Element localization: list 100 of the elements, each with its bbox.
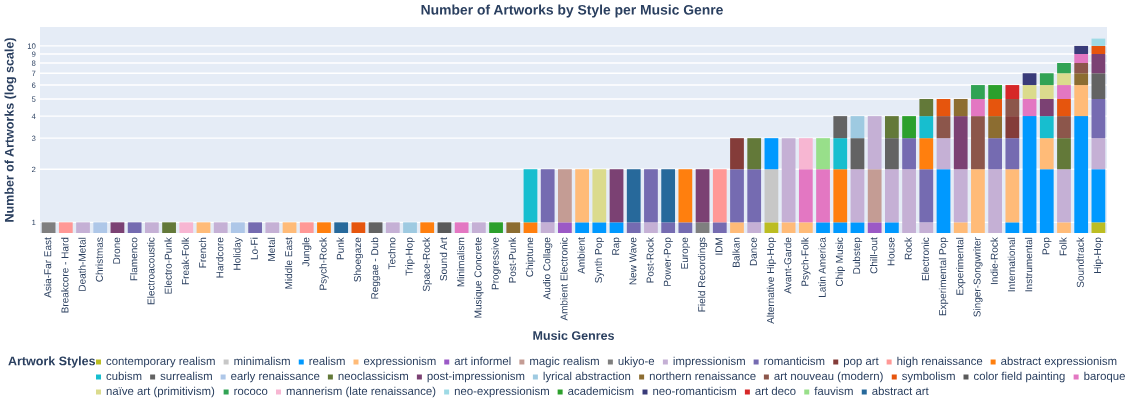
bar: [1074, 73, 1089, 86]
bar: [1074, 45, 1089, 54]
bar: [1091, 99, 1106, 139]
bar: [1091, 138, 1106, 170]
bar: [1039, 73, 1054, 86]
bar: [506, 222, 521, 233]
bar: [971, 85, 985, 100]
bar: [695, 169, 710, 223]
x-tick-label: Latin America: [818, 237, 826, 297]
bar: [833, 222, 848, 233]
legend-label: lyrical abstraction: [543, 371, 631, 383]
bar: [144, 222, 159, 233]
bar: [127, 222, 142, 233]
legend-label: neoclassicism: [338, 371, 409, 381]
x-tick-label: IDM: [715, 237, 723, 255]
bar: [850, 169, 865, 223]
bar: [1057, 63, 1071, 74]
bar: [575, 169, 589, 223]
bar: [678, 222, 693, 233]
legend-label: northern renaissance: [649, 371, 756, 381]
bar: [403, 222, 417, 233]
bar: [317, 222, 331, 233]
bar: [592, 169, 607, 223]
chart-title: Number of Artworks by Style per Music Genre: [421, 4, 723, 18]
legend-label: naïve art (primitivism): [106, 386, 215, 398]
bar: [644, 222, 658, 233]
legend-label: romanticism: [764, 356, 825, 366]
bar: [1022, 85, 1037, 100]
x-tick-label: Dubstep: [852, 237, 863, 274]
bar: [575, 222, 589, 233]
bar: [385, 222, 400, 233]
x-tick-label: Alternative Hip-Hop: [766, 237, 777, 324]
bar: [1091, 73, 1106, 100]
bar: [798, 169, 813, 223]
x-tick-label: Experimental: [956, 237, 966, 295]
x-tick-label: Field Recordings: [697, 237, 708, 312]
x-tick-label: Hardcore: [216, 237, 224, 278]
bar: [231, 222, 245, 233]
bar: [678, 169, 693, 223]
bar: [523, 169, 538, 223]
bar: [885, 222, 899, 233]
legend-label: pop art: [843, 357, 879, 368]
bar: [1022, 73, 1037, 86]
bar: [1074, 116, 1089, 233]
bar: [1005, 99, 1020, 117]
bar: [919, 99, 934, 117]
bar: [609, 169, 624, 223]
bar: [540, 169, 555, 223]
bar: [781, 222, 796, 233]
bar: [850, 222, 865, 233]
bar: [196, 222, 211, 233]
bar: [1057, 138, 1071, 170]
legend-label: neo-expressionism: [454, 386, 549, 398]
x-tick-label: Progressive: [491, 237, 501, 290]
x-tick-label: Chip Music: [835, 237, 845, 287]
legend-label: cubism: [106, 371, 142, 381]
bar: [454, 222, 469, 233]
x-tick-label: Electroacoustic: [147, 237, 155, 305]
bar: [816, 169, 830, 223]
bar: [919, 222, 934, 233]
legend-label: contemporary realism: [106, 356, 215, 368]
legend-label: abstract expressionism: [1001, 356, 1117, 368]
bar: [265, 222, 280, 233]
bar: [609, 222, 624, 233]
bar: [1057, 169, 1071, 223]
x-tick-label: Shoegaze: [353, 237, 364, 282]
x-tick-label: Audio Collage: [543, 237, 553, 300]
bar: [1057, 73, 1071, 86]
x-tick-label: Asia-Far East: [43, 237, 52, 298]
legend-label: abstract art: [872, 386, 929, 396]
x-tick-label: Balkan: [732, 237, 740, 267]
x-tick-label: Death-Metal: [78, 237, 86, 291]
legend-label: impressionism: [673, 356, 745, 368]
x-tick-label: Musique Concrete: [474, 237, 484, 318]
bar: [902, 169, 916, 233]
bar: [1091, 169, 1106, 223]
bar: [1039, 169, 1054, 233]
x-tick-label: Punk: [336, 237, 344, 260]
bar: [1039, 99, 1054, 117]
x-tick-label: Holiday: [233, 237, 243, 270]
bar: [867, 116, 882, 170]
bar: [558, 222, 572, 233]
bar: [816, 138, 830, 170]
bar: [1091, 38, 1106, 46]
bar: [1057, 222, 1071, 233]
bar: [179, 222, 194, 233]
legend-title: Artwork Styles: [8, 356, 96, 368]
bar: [919, 116, 934, 139]
legend-label: expressionism: [363, 356, 436, 368]
bar: [885, 138, 899, 170]
bar: [885, 116, 899, 139]
bar: [747, 169, 762, 223]
bar: [1091, 53, 1106, 74]
bar: [971, 99, 985, 117]
bar: [41, 222, 56, 233]
bar: [953, 169, 968, 223]
bar: [712, 222, 727, 233]
bar: [523, 222, 538, 233]
bar: [902, 138, 916, 170]
bar: [351, 222, 366, 233]
